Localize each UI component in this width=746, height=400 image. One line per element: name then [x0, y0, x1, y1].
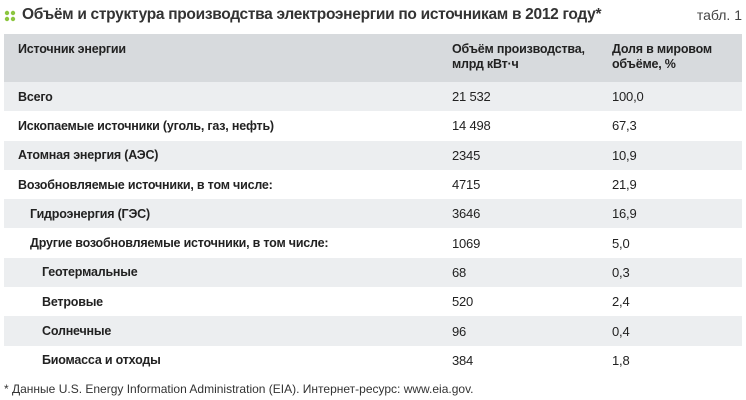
row-label: Другие возобновляемые источники, в том ч… — [30, 236, 329, 251]
table-label: табл. 1 — [696, 7, 742, 23]
cell: 21 532 — [438, 82, 598, 112]
title: Объём и структура производства электроэн… — [22, 6, 602, 23]
table: Источник энергии Объём производства, млр… — [4, 34, 742, 375]
table-row: Возобновляемые источники, в том числе: 47… — [4, 170, 742, 199]
cell: 14 498 — [452, 118, 491, 134]
table-row: Солнечные 96 0,4 — [4, 316, 742, 346]
cell: 1069 — [452, 235, 481, 251]
cell: 16,9 — [598, 199, 742, 229]
column-header: Источник энергии — [4, 34, 438, 82]
cell: 100,0 — [598, 82, 742, 112]
cell: 3646 — [438, 199, 598, 229]
cell: 2,4 — [612, 294, 630, 310]
row-label: Всего — [4, 82, 438, 112]
table-row: Атомная энергия (АЭС) 2345 10,9 — [4, 140, 742, 170]
row-label: Ветровые — [42, 294, 103, 309]
cell: 5,0 — [612, 235, 630, 251]
table-row: Геотермальные 68 0,3 — [4, 257, 742, 288]
cell: 384 — [452, 352, 474, 368]
row-label: Солнечные — [4, 316, 438, 346]
table-row: Ископаемые источники (уголь, газ, нефть)… — [4, 111, 742, 140]
row-label: Геотермальные — [4, 257, 438, 288]
cell: 0,3 — [598, 257, 742, 288]
cell: 520 — [452, 294, 474, 310]
cell: 2345 — [438, 140, 598, 170]
cell: 68 — [438, 257, 598, 288]
row-label: Ископаемые источники (уголь, газ, нефть) — [18, 118, 274, 133]
row-label: Атомная энергия (АЭС) — [4, 140, 438, 170]
table-row: Другие возобновляемые источники, в том ч… — [4, 228, 742, 257]
row-label: Возобновляемые источники, в том числе: — [18, 177, 273, 192]
cell: 67,3 — [612, 118, 637, 134]
cell: 96 — [438, 316, 598, 346]
cell: 10,9 — [598, 140, 742, 170]
cell: 1,8 — [612, 352, 630, 368]
cell: 21,9 — [612, 177, 637, 193]
column-header: Доля в мировом объёме, % — [598, 34, 742, 82]
header-row: Источник энергии Объём производства, млр… — [4, 34, 742, 82]
row-label: Биомасса и отходы — [42, 353, 161, 368]
cell: 0,4 — [598, 316, 742, 346]
table-row: Биомасса и отходы 384 1,8 — [4, 346, 742, 375]
table-row: Гидроэнергия (ГЭС) 3646 16,9 — [4, 199, 742, 229]
icon — [4, 10, 16, 22]
cell: 4715 — [452, 177, 481, 193]
column-header: Объём производства, млрд кВт·ч — [438, 34, 598, 82]
table-row: Ветровые 520 2,4 — [4, 287, 742, 316]
row-label: Гидроэнергия (ГЭС) — [4, 199, 438, 229]
table-row: Всего 21 532 100,0 — [4, 82, 742, 112]
footnote: * Данные U.S. Energy Information Adminis… — [4, 382, 474, 396]
